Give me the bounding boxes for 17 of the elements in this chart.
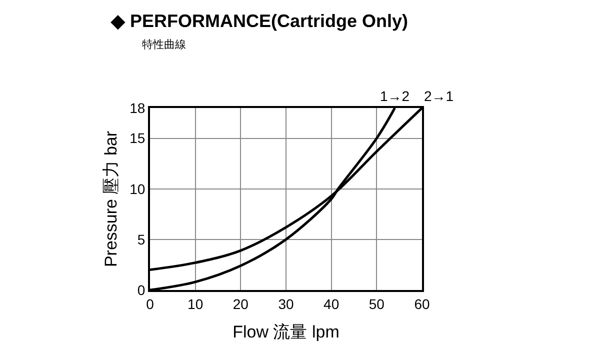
y-tick-label: 18 bbox=[130, 100, 146, 116]
series-label: 2→1 bbox=[424, 88, 454, 104]
x-tick-label: 50 bbox=[368, 296, 385, 312]
x-tick-label: 40 bbox=[324, 296, 340, 312]
y-tick-label: 15 bbox=[130, 130, 146, 146]
y-tick-label: 0 bbox=[137, 282, 146, 298]
y-tick-label: 5 bbox=[137, 231, 146, 248]
x-tick-label: 30 bbox=[278, 296, 294, 312]
chart-title: ◆ PERFORMANCE(Cartridge Only) bbox=[110, 11, 408, 31]
x-tick-label: 20 bbox=[232, 296, 249, 312]
x-axis-title: Flow 流量 lpm bbox=[232, 322, 340, 342]
series-label: 1→2 bbox=[380, 88, 410, 104]
chart-subtitle: 特性曲線 bbox=[142, 38, 186, 51]
x-tick-label: 10 bbox=[188, 296, 204, 312]
y-tick-label: 10 bbox=[130, 180, 146, 197]
y-axis-title: Pressure 壓力 bar bbox=[102, 130, 121, 268]
x-tick-label: 60 bbox=[414, 296, 430, 312]
